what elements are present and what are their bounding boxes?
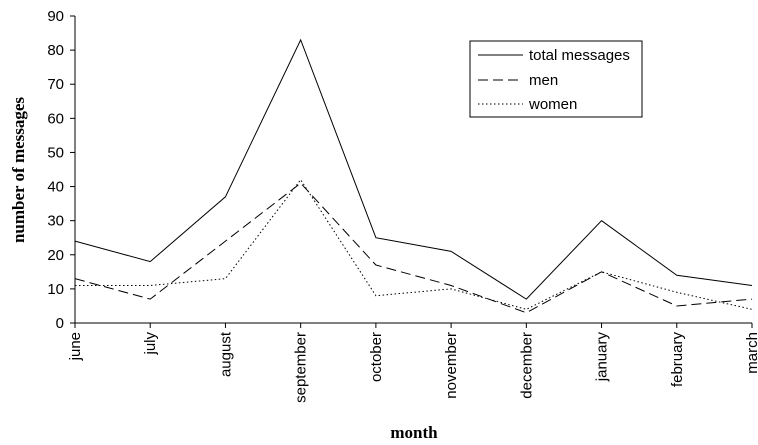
x-tick-label: january <box>594 332 611 383</box>
series-line-total-messages <box>74 38 753 300</box>
series-layer <box>74 38 753 314</box>
x-tick-label: february <box>669 332 686 388</box>
y-tick-label: 60 <box>47 110 64 127</box>
legend-men-label: men <box>529 72 558 89</box>
x-tick-label: september <box>293 332 310 403</box>
x-tick-label: june <box>67 332 84 361</box>
y-tick-label: 50 <box>47 144 64 161</box>
x-tick-label: december <box>518 332 535 399</box>
legend: total messages men women <box>469 40 643 118</box>
y-tick-label: 40 <box>47 179 64 196</box>
y-tick-label: 0 <box>56 315 64 332</box>
legend-total-messages-label: total messages <box>529 47 630 64</box>
series-line-women <box>75 178 753 310</box>
x-tick-label: august <box>217 331 234 377</box>
y-tick-label: 30 <box>47 213 64 230</box>
y-tick-label: 20 <box>47 247 64 264</box>
y-axis-ticks: 0 10 20 30 40 50 60 70 80 90 <box>47 8 75 332</box>
x-tick-label: july <box>142 332 159 356</box>
legend-women-label: women <box>528 96 577 113</box>
y-tick-label: 80 <box>47 42 64 59</box>
y-axis-title: number of messages <box>9 97 28 243</box>
x-axis-title: month <box>390 423 438 442</box>
x-axis-ticks: june july august september october november de… <box>67 323 758 403</box>
x-tick-label: march <box>744 332 758 374</box>
x-tick-label: october <box>368 332 385 382</box>
x-tick-label: november <box>443 332 460 399</box>
y-tick-label: 10 <box>47 281 64 298</box>
series-line-men <box>74 182 753 314</box>
y-tick-label: 90 <box>47 8 64 25</box>
y-tick-label: 70 <box>47 76 64 93</box>
